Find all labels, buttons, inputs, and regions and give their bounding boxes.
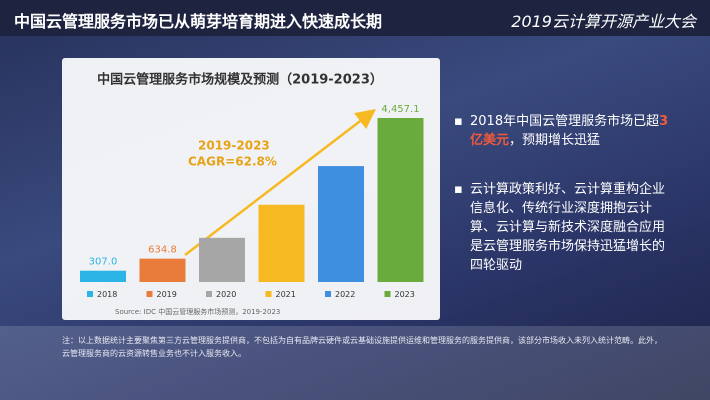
value-label: 4,457.1 xyxy=(381,104,419,115)
bullet: 云计算政策利好、云计算重构企业信息化、传统行业深度拥抱云计算、云计算与新技术深度… xyxy=(454,180,670,275)
legend-label: 2021 xyxy=(276,290,296,299)
trend-arrow xyxy=(184,108,376,256)
legend-swatch xyxy=(87,291,93,297)
value-label: 307.0 xyxy=(89,257,118,268)
legend-swatch xyxy=(325,291,331,297)
legend-label: 2018 xyxy=(97,290,117,299)
legend-swatch xyxy=(206,291,212,297)
legend-label: 2023 xyxy=(395,290,415,299)
bar xyxy=(318,166,364,282)
bar xyxy=(80,270,126,282)
header-title: 中国云管理服务市场已从萌芽培育期进入快速成长期 xyxy=(14,12,383,31)
note: 注：以上数据统计主要聚焦第三方云管理服务提供商，不包括为自有品牌云硬件或云基础设… xyxy=(62,336,662,358)
header: 中国云管理服务市场已从萌芽培育期进入快速成长期 2019云计算开源产业大会 xyxy=(0,0,710,36)
bullet-highlight: 3亿美元 xyxy=(470,114,669,148)
bullet-text: 2018年中国云管理服务市场已超 xyxy=(470,114,660,129)
bullet: 2018年中国云管理服务市场已超3亿美元，预期增长迅猛 xyxy=(454,112,670,150)
legend-label: 2020 xyxy=(216,290,236,299)
bar xyxy=(199,237,245,282)
source: Source: IDC 中国云管理服务市场预测，2019-2023 xyxy=(115,307,280,316)
value-label: 634.8 xyxy=(148,245,177,256)
brand: 2019云计算开源产业大会 xyxy=(511,12,696,31)
bullet-text: 云计算政策利好、云计算重构企业信息化、传统行业深度拥抱云计算、云计算与新技术深度… xyxy=(470,182,666,273)
annotation: CAGR=62.8% xyxy=(188,155,277,169)
chart-title: 中国云管理服务市场规模及预测（2019-2023） xyxy=(97,72,383,88)
bullet-text: ，预期增长迅猛 xyxy=(509,133,601,148)
legend-swatch xyxy=(384,291,391,297)
annotation: 2019-2023 xyxy=(198,139,270,153)
bar xyxy=(377,118,424,282)
bar xyxy=(258,204,305,282)
legend-swatch xyxy=(146,291,153,297)
legend-label: 2019 xyxy=(157,290,177,299)
note-band: 注：以上数据统计主要聚焦第三方云管理服务提供商，不包括为自有品牌云硬件或云基础设… xyxy=(0,326,710,400)
legend-swatch xyxy=(265,291,272,297)
legend-label: 2022 xyxy=(335,290,355,299)
bar xyxy=(139,258,186,282)
